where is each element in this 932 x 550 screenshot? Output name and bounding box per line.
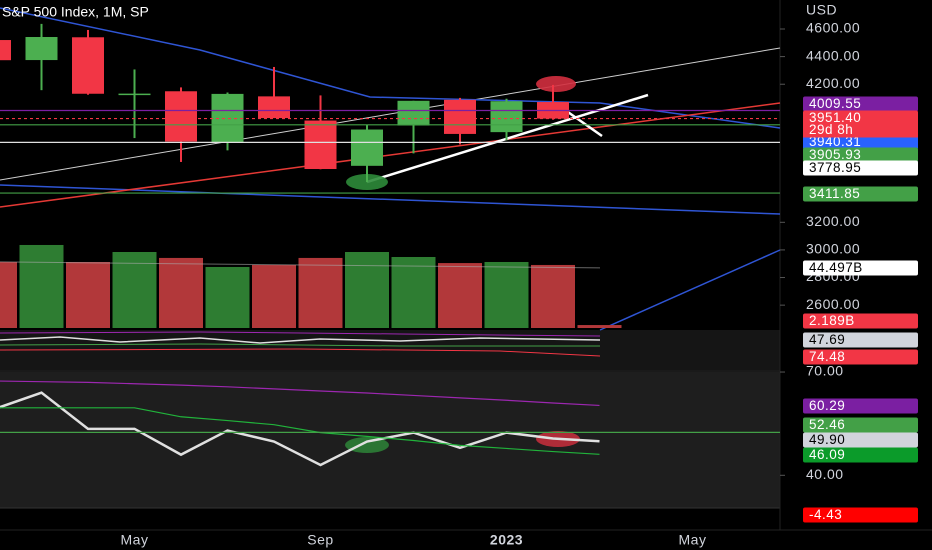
candle-body bbox=[25, 37, 58, 61]
volume-bar bbox=[0, 261, 17, 328]
price-badge-label: 44.497B bbox=[809, 260, 863, 275]
volume-bar bbox=[112, 251, 157, 328]
highlight-ellipse bbox=[536, 76, 576, 92]
price-badge bbox=[803, 447, 918, 463]
y-tick-label: 70.00 bbox=[806, 363, 844, 379]
rsi-pane bbox=[0, 372, 780, 508]
volume-bar bbox=[159, 257, 203, 328]
x-tick-label: Sep bbox=[307, 532, 333, 548]
price-badge bbox=[803, 96, 918, 112]
volume-bar bbox=[484, 261, 529, 328]
candle-body bbox=[165, 91, 197, 142]
price-badge-label: 3905.93 bbox=[809, 147, 861, 162]
price-badge-label: 46.09 bbox=[809, 447, 845, 462]
price-badge bbox=[803, 186, 918, 202]
price-badge bbox=[803, 332, 918, 348]
highlight-ellipse bbox=[345, 437, 389, 453]
price-badge bbox=[803, 432, 918, 448]
volume-bar bbox=[345, 251, 389, 328]
oscillator-line bbox=[0, 336, 601, 344]
candle-body bbox=[444, 99, 476, 134]
countdown-badge bbox=[803, 122, 918, 138]
chart-title: S&P 500 Index, 1M, SP bbox=[2, 4, 149, 20]
price-badge-label: -4.43 bbox=[809, 507, 842, 522]
price-badge bbox=[803, 507, 918, 523]
price-badge-label: 60.29 bbox=[809, 398, 845, 413]
x-tick-label: May bbox=[679, 532, 707, 548]
oscillator-line bbox=[0, 331, 601, 337]
price-badge-label: 3951.40 bbox=[809, 110, 861, 125]
price-badge-label: 3411.85 bbox=[809, 186, 860, 201]
price-badge bbox=[803, 110, 918, 126]
price-badge-label: 49.90 bbox=[809, 432, 845, 447]
y-tick-label: 4400.00 bbox=[806, 47, 860, 63]
volume-bar bbox=[205, 266, 250, 328]
volume-bar bbox=[66, 261, 110, 328]
y-tick-label: 2600.00 bbox=[806, 296, 860, 312]
volume-bar bbox=[391, 256, 436, 328]
price-badge-label: 74.48 bbox=[809, 349, 845, 364]
price-badge-label: 4009.55 bbox=[809, 96, 861, 111]
price-badge bbox=[803, 147, 918, 163]
price-badge-label: 3940.31 bbox=[809, 134, 861, 149]
price-badge-label: 3778.95 bbox=[809, 160, 861, 175]
candle-body bbox=[351, 129, 383, 166]
currency-label: USD bbox=[806, 2, 837, 18]
price-badge bbox=[803, 160, 918, 176]
candle-body bbox=[258, 96, 290, 119]
rsi-line bbox=[0, 407, 600, 455]
volume-bar bbox=[438, 263, 482, 328]
candle-body bbox=[397, 100, 430, 126]
y-tick-label: 4600.00 bbox=[806, 20, 860, 36]
x-tick-label: May bbox=[121, 532, 149, 548]
price-badge-label: 2.189B bbox=[809, 313, 855, 328]
candle-body bbox=[0, 40, 11, 61]
volume-bar bbox=[298, 257, 343, 328]
price-badge-label: 52.46 bbox=[809, 417, 845, 432]
volume-bar bbox=[531, 264, 575, 328]
price-badge-label: 47.69 bbox=[809, 332, 845, 347]
trend-line bbox=[0, 102, 781, 208]
volume-bar bbox=[19, 244, 64, 328]
volume-bar bbox=[252, 264, 296, 328]
trend-line bbox=[0, 47, 781, 181]
moving-average bbox=[599, 249, 781, 331]
volume-bar bbox=[577, 325, 622, 328]
price-badge bbox=[803, 398, 918, 414]
y-tick-label: 40.00 bbox=[806, 466, 844, 482]
y-tick-label: 3200.00 bbox=[806, 213, 860, 229]
y-tick-label: 3000.00 bbox=[806, 241, 860, 257]
countdown-label: 29d 8h bbox=[809, 122, 853, 137]
drawn-trend-line bbox=[564, 108, 603, 138]
y-tick-label: 4200.00 bbox=[806, 75, 860, 91]
rsi-line bbox=[0, 391, 600, 467]
candle-body bbox=[304, 120, 337, 170]
oscillator-line bbox=[0, 343, 600, 347]
price-badge bbox=[803, 260, 918, 276]
price-badge bbox=[803, 417, 918, 433]
candle-body bbox=[490, 101, 523, 133]
oscillator-line bbox=[0, 348, 601, 357]
candle-body bbox=[72, 37, 104, 94]
rsi-line bbox=[0, 380, 600, 407]
volume-ma bbox=[0, 261, 601, 269]
x-tick-label: 2023 bbox=[490, 532, 523, 548]
price-badge bbox=[803, 349, 918, 365]
candle-body bbox=[118, 93, 151, 96]
moving-average bbox=[0, 7, 781, 129]
price-badge bbox=[803, 134, 918, 150]
price-badge bbox=[803, 313, 918, 329]
